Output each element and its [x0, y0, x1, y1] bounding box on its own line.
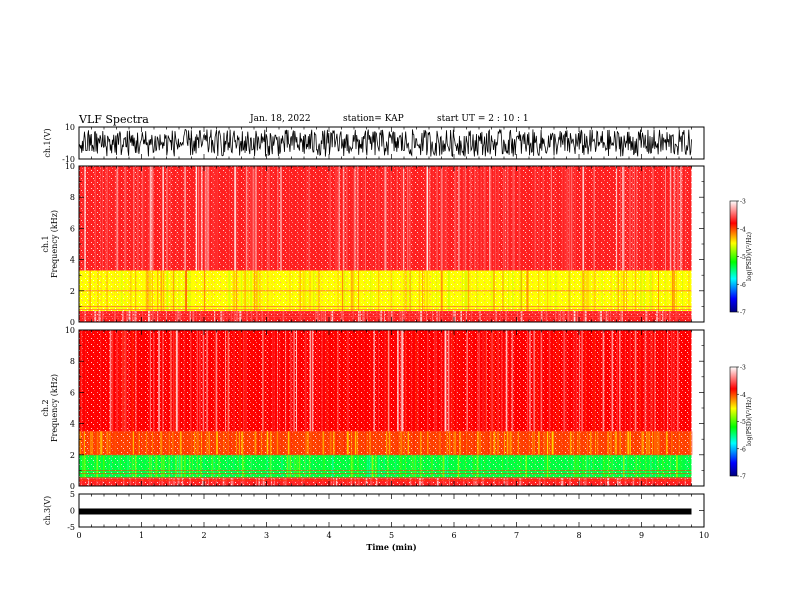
- spectrogram-streaks: [80, 166, 687, 271]
- x-tick-label: 9: [639, 531, 644, 540]
- y-tick-label: 0: [70, 507, 75, 516]
- y-axis-label: ch.3(V): [43, 496, 52, 525]
- spectrogram-streaks: [79, 431, 693, 455]
- y-tick-label: 8: [70, 357, 75, 366]
- x-tick-label: 4: [326, 531, 331, 540]
- y-axis-label: Frequency (kHz): [50, 210, 59, 278]
- axes: [78, 126, 739, 528]
- y-tick-label: 10: [65, 123, 75, 132]
- x-axis-label: Time (min): [366, 542, 416, 552]
- colorbar-tick-label: -5: [740, 419, 746, 426]
- spectrogram-band-texture: [79, 454, 692, 479]
- y-tick-label: 6: [70, 388, 75, 397]
- ch1-waveform-line: [78, 128, 692, 158]
- colorbar-1: [729, 200, 738, 313]
- y-axis-label: ch.2: [41, 399, 50, 416]
- y-tick-label: 2: [70, 287, 75, 296]
- x-tick-label: 8: [576, 531, 581, 540]
- colorbar-tick-label: -3: [740, 199, 746, 206]
- x-tick-label: 3: [264, 531, 269, 540]
- y-axis-label: Frequency (kHz): [50, 374, 59, 442]
- spectrogram-hlines: [79, 290, 692, 317]
- x-tick-label: 6: [451, 531, 456, 540]
- date-label: Jan. 18, 2022: [250, 114, 311, 124]
- colorbar-tick-label: -4: [740, 392, 746, 399]
- spectrogram-streaks: [80, 330, 691, 432]
- y-tick-label: -10: [62, 155, 75, 164]
- station-label: station= KAP: [343, 114, 404, 124]
- y-tick-label: 0: [70, 318, 75, 327]
- y-axis-label: ch.1(V): [43, 128, 52, 157]
- colorbar-tick-label: -3: [740, 365, 746, 372]
- y-tick-label: 10: [65, 326, 75, 335]
- y-tick-label: 5: [70, 490, 75, 499]
- figure-title: VLF Spectra: [79, 113, 149, 126]
- colorbar-2: [729, 366, 738, 477]
- start-time-label: start UT = 2 : 10 : 1: [437, 114, 529, 124]
- colorbar-tick-label: -6: [740, 446, 746, 453]
- spectrogram-streaks: [79, 478, 686, 486]
- colorbar-label: log(PSD)(V²/Hz): [746, 397, 753, 446]
- colorbar-tick-label: -6: [740, 282, 746, 289]
- y-tick-label: 0: [70, 482, 75, 491]
- y-axis-label: ch.1: [41, 235, 50, 252]
- spectrogram-band-texture: [79, 478, 692, 486]
- colorbar-tick-label: -4: [740, 226, 746, 233]
- ch3-waveform-line: [79, 508, 692, 515]
- colorbar-tick-label: -7: [740, 310, 746, 317]
- y-tick-label: 4: [70, 420, 75, 429]
- colorbar-label: log(PSD)(V²/Hz): [746, 232, 753, 281]
- y-tick-label: 6: [70, 224, 75, 233]
- y-tick-label: 10: [65, 162, 75, 171]
- colorbar-tick-label: -7: [740, 474, 746, 481]
- waveform-lines: [78, 128, 692, 515]
- x-tick-label: 0: [76, 531, 81, 540]
- spectrogram-hlines: [79, 454, 692, 481]
- y-tick-label: -5: [67, 523, 75, 532]
- colorbar-tick-label: -5: [740, 254, 746, 261]
- x-tick-label: 2: [201, 531, 206, 540]
- spectrogram-streaks: [81, 454, 688, 479]
- y-tick-label: 4: [70, 256, 75, 265]
- x-tick-label: 10: [699, 531, 709, 540]
- x-tick-label: 7: [514, 531, 519, 540]
- y-tick-label: 8: [70, 193, 75, 202]
- spectrogram-band-texture: [79, 330, 692, 432]
- x-tick-label: 5: [389, 531, 394, 540]
- spectrogram-images: [79, 166, 693, 486]
- y-tick-label: 2: [70, 451, 75, 460]
- x-tick-label: 1: [139, 531, 144, 540]
